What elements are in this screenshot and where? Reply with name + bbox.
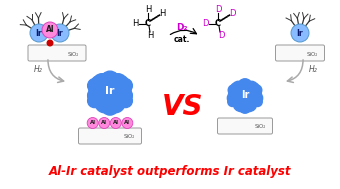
Circle shape xyxy=(95,93,115,113)
Text: Al: Al xyxy=(46,26,54,35)
Circle shape xyxy=(94,74,110,90)
Text: Ir: Ir xyxy=(57,29,63,37)
Circle shape xyxy=(234,85,256,107)
Circle shape xyxy=(105,90,120,106)
Circle shape xyxy=(101,98,119,115)
Circle shape xyxy=(233,81,244,93)
Circle shape xyxy=(101,71,119,90)
Text: SiO₂: SiO₂ xyxy=(307,51,318,57)
Circle shape xyxy=(253,97,262,106)
FancyBboxPatch shape xyxy=(79,128,141,144)
Circle shape xyxy=(238,79,252,93)
Text: D₂: D₂ xyxy=(176,23,188,33)
Text: H₂: H₂ xyxy=(309,64,317,74)
Circle shape xyxy=(97,80,123,107)
Circle shape xyxy=(291,24,309,42)
Circle shape xyxy=(47,40,53,46)
Circle shape xyxy=(115,76,129,89)
Text: C: C xyxy=(215,19,221,28)
Circle shape xyxy=(110,118,121,129)
Circle shape xyxy=(233,96,248,112)
Text: Al-Ir catalyst outperforms Ir catalyst: Al-Ir catalyst outperforms Ir catalyst xyxy=(49,166,291,178)
Circle shape xyxy=(105,93,125,113)
Circle shape xyxy=(88,87,105,105)
Text: H: H xyxy=(147,32,153,40)
Text: Ir: Ir xyxy=(241,90,249,100)
Circle shape xyxy=(242,96,257,112)
Circle shape xyxy=(91,76,105,89)
Circle shape xyxy=(228,84,245,101)
Text: SiO₂: SiO₂ xyxy=(255,125,266,129)
Text: cat.: cat. xyxy=(174,35,190,43)
Circle shape xyxy=(87,118,98,129)
Circle shape xyxy=(228,85,239,95)
Text: D: D xyxy=(202,19,208,29)
Text: SiO₂: SiO₂ xyxy=(124,135,135,139)
Circle shape xyxy=(250,83,259,92)
FancyBboxPatch shape xyxy=(275,45,324,61)
Circle shape xyxy=(97,74,110,86)
Circle shape xyxy=(227,91,241,105)
Circle shape xyxy=(246,81,258,93)
Circle shape xyxy=(30,24,48,42)
Text: Al: Al xyxy=(113,121,119,125)
Circle shape xyxy=(122,118,133,129)
Text: H: H xyxy=(145,5,151,15)
Circle shape xyxy=(110,74,126,90)
Circle shape xyxy=(251,85,262,95)
Circle shape xyxy=(115,87,132,105)
Text: Al: Al xyxy=(101,121,107,125)
Circle shape xyxy=(249,91,262,105)
Text: Al: Al xyxy=(90,121,96,125)
Circle shape xyxy=(231,83,240,92)
Text: SiO₂: SiO₂ xyxy=(68,51,80,57)
Circle shape xyxy=(88,94,101,108)
Text: VS: VS xyxy=(162,93,204,121)
Circle shape xyxy=(239,101,251,113)
Circle shape xyxy=(119,94,132,108)
Circle shape xyxy=(110,74,123,86)
Circle shape xyxy=(42,22,58,38)
Text: Ir: Ir xyxy=(36,29,42,37)
Text: H₂: H₂ xyxy=(34,64,42,74)
Circle shape xyxy=(244,84,261,101)
Circle shape xyxy=(99,118,110,129)
Text: D: D xyxy=(215,5,221,15)
Text: D: D xyxy=(218,32,224,40)
Text: Al: Al xyxy=(124,121,130,125)
Circle shape xyxy=(51,24,69,42)
Text: Ir: Ir xyxy=(297,29,303,37)
Circle shape xyxy=(89,78,111,100)
Circle shape xyxy=(109,78,131,100)
FancyBboxPatch shape xyxy=(218,118,272,134)
Circle shape xyxy=(88,78,102,93)
Text: Ir: Ir xyxy=(105,86,115,96)
Text: C: C xyxy=(145,19,151,28)
Circle shape xyxy=(118,78,132,93)
Text: D: D xyxy=(229,9,235,19)
Circle shape xyxy=(100,79,115,94)
FancyBboxPatch shape xyxy=(28,45,86,61)
Circle shape xyxy=(228,97,237,106)
Text: H: H xyxy=(159,9,165,19)
Text: H: H xyxy=(132,19,138,29)
